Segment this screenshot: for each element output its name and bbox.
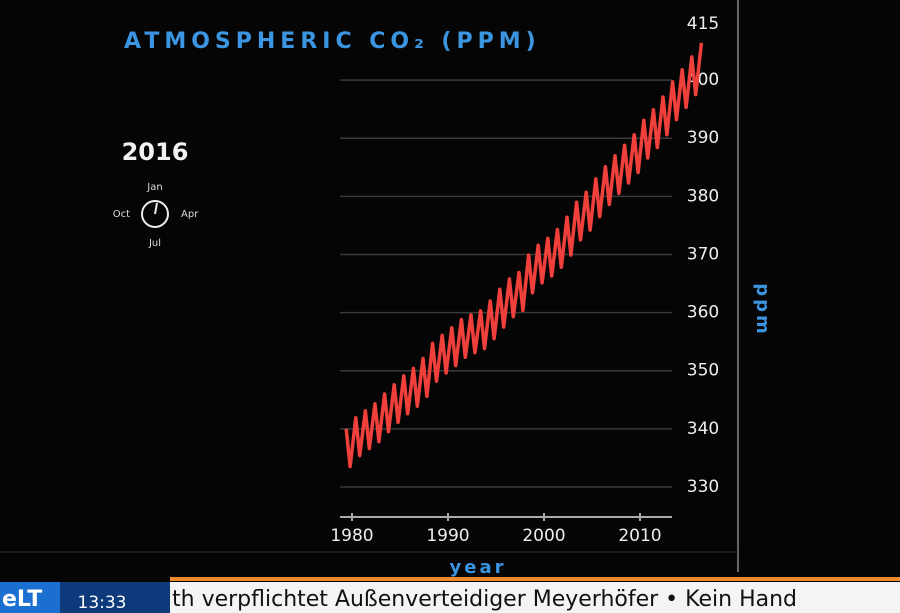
x-tick-label: 1980: [330, 526, 373, 546]
season-label: Oct: [113, 209, 130, 220]
y-tick-label: 340: [687, 419, 719, 439]
ticker-time: 13:33: [78, 593, 127, 613]
x-tick-label: 2000: [522, 526, 565, 546]
x-axis-label: year: [450, 557, 507, 578]
y-axis-label: ppm: [752, 283, 773, 337]
y-top-label: 415: [687, 14, 719, 34]
y-tick-label: 390: [687, 128, 719, 148]
y-tick-label: 380: [687, 186, 719, 206]
y-tick-label: 360: [687, 303, 719, 323]
x-tick-label: 1990: [426, 526, 469, 546]
y-tick-label: 350: [687, 361, 719, 381]
ticker-logo: eLT: [2, 587, 42, 612]
year-display: 2016: [122, 138, 189, 166]
time-box: [60, 582, 170, 613]
ticker-headline: th verpflichtet Außenverteidiger Meyerhö…: [172, 587, 797, 612]
y-tick-label: 330: [687, 477, 719, 497]
chart-title: ATMOSPHERIC CO₂ (PPM): [124, 29, 541, 54]
clock-hand: [154, 202, 158, 215]
season-label: Jan: [146, 182, 162, 193]
season-clock: [141, 200, 169, 228]
ticker-accent: [170, 577, 900, 581]
co2-line: [344, 42, 704, 469]
logo-box: [0, 582, 60, 613]
x-tick-label: 2010: [618, 526, 661, 546]
season-label: Jul: [148, 238, 161, 249]
season-label: Apr: [181, 209, 199, 220]
y-tick-label: 370: [687, 244, 719, 264]
